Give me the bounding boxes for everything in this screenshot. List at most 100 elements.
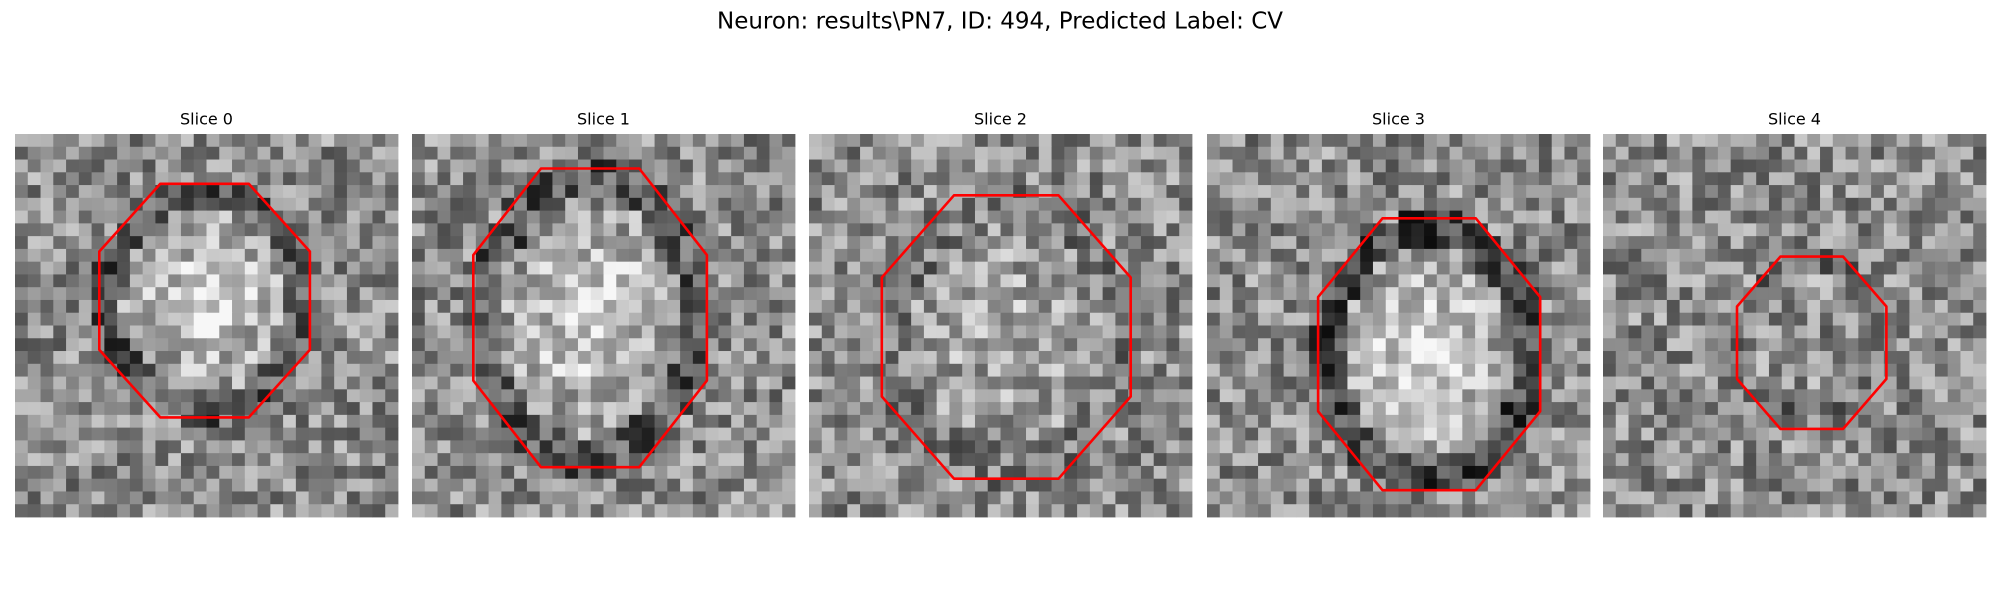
pixel — [654, 325, 668, 339]
pixel — [1462, 427, 1476, 441]
pixel — [142, 414, 156, 429]
pixel — [412, 134, 426, 148]
pixel — [1000, 236, 1014, 250]
pixel — [15, 274, 29, 288]
pixel — [923, 440, 938, 454]
pixel — [782, 223, 796, 237]
pixel — [244, 248, 258, 263]
pixel — [1692, 338, 1706, 352]
pixel — [155, 491, 169, 505]
pixel — [1679, 197, 1693, 211]
pixel — [974, 146, 989, 160]
pixel — [1064, 491, 1078, 505]
pixel — [1934, 236, 1949, 250]
pixel — [1896, 402, 1910, 416]
pixel — [1064, 210, 1078, 224]
pixel — [1871, 159, 1885, 173]
pixel — [616, 363, 630, 377]
pixel — [1577, 465, 1591, 480]
image — [412, 134, 796, 518]
pixel — [1475, 427, 1489, 441]
pixel — [1513, 478, 1527, 492]
pixel — [1398, 338, 1412, 352]
pixel — [1654, 376, 1668, 390]
pixel — [1641, 389, 1655, 403]
pixel — [1922, 325, 1936, 339]
pixel — [718, 351, 732, 365]
pixel — [1411, 312, 1425, 326]
pixel — [412, 338, 426, 352]
pixel — [1513, 465, 1527, 480]
pixel — [1538, 299, 1553, 314]
pixel — [1564, 197, 1578, 211]
pixel — [898, 197, 912, 211]
pixel — [1960, 248, 1974, 263]
pixel — [577, 351, 592, 365]
pixel — [66, 491, 80, 505]
pixel — [1603, 351, 1617, 365]
pixel — [1258, 299, 1272, 314]
pixel — [1947, 261, 1961, 275]
pixel — [1462, 146, 1476, 160]
pixel — [283, 376, 297, 390]
pixel — [885, 299, 899, 314]
pixel — [1615, 351, 1629, 365]
pixel — [987, 236, 1001, 250]
pixel — [1153, 261, 1167, 275]
pixel — [66, 351, 80, 365]
pixel — [603, 248, 617, 263]
pixel — [142, 274, 156, 288]
pixel — [1666, 376, 1680, 390]
pixel — [1692, 172, 1706, 186]
pixel — [219, 159, 233, 173]
pixel — [1360, 248, 1374, 263]
pixel — [1947, 478, 1961, 492]
pixel — [334, 504, 348, 518]
pixel — [1309, 146, 1323, 160]
pixel — [1858, 185, 1872, 199]
pixel — [514, 465, 528, 480]
pixel — [206, 159, 220, 173]
pixel — [898, 287, 912, 301]
pixel — [321, 261, 335, 275]
pixel — [1089, 504, 1104, 518]
pixel — [334, 389, 348, 403]
pixel — [1115, 312, 1129, 326]
pixel — [270, 427, 284, 441]
pixel — [1051, 146, 1065, 160]
pixel — [1538, 363, 1553, 377]
pixel — [885, 491, 899, 505]
pixel — [1321, 465, 1336, 480]
pixel — [860, 210, 874, 224]
pixel — [1077, 491, 1091, 505]
pixel — [232, 185, 246, 199]
pixel — [193, 453, 207, 467]
pixel — [1947, 287, 1961, 301]
pixel — [987, 299, 1001, 314]
pixel — [641, 325, 655, 339]
pixel — [860, 478, 874, 492]
pixel — [936, 159, 950, 173]
pixel — [1077, 274, 1091, 288]
pixel — [667, 274, 681, 288]
pixel — [1871, 363, 1885, 377]
pixel — [1360, 325, 1374, 339]
pixel — [705, 134, 719, 148]
pixel — [321, 210, 335, 224]
pixel — [1730, 376, 1744, 390]
pixel — [1883, 465, 1898, 480]
pixel — [1564, 440, 1578, 454]
pixel — [1179, 453, 1193, 467]
pixel — [577, 363, 592, 377]
pixel — [308, 185, 322, 199]
pixel — [463, 223, 477, 237]
pixel — [1564, 312, 1578, 326]
pixel — [104, 159, 118, 173]
pixel — [66, 261, 80, 275]
pixel — [257, 134, 271, 148]
pixel — [1551, 134, 1565, 148]
pixel — [1577, 185, 1591, 199]
pixel — [1526, 376, 1540, 390]
pixel — [1385, 134, 1399, 148]
pixel — [577, 453, 592, 467]
